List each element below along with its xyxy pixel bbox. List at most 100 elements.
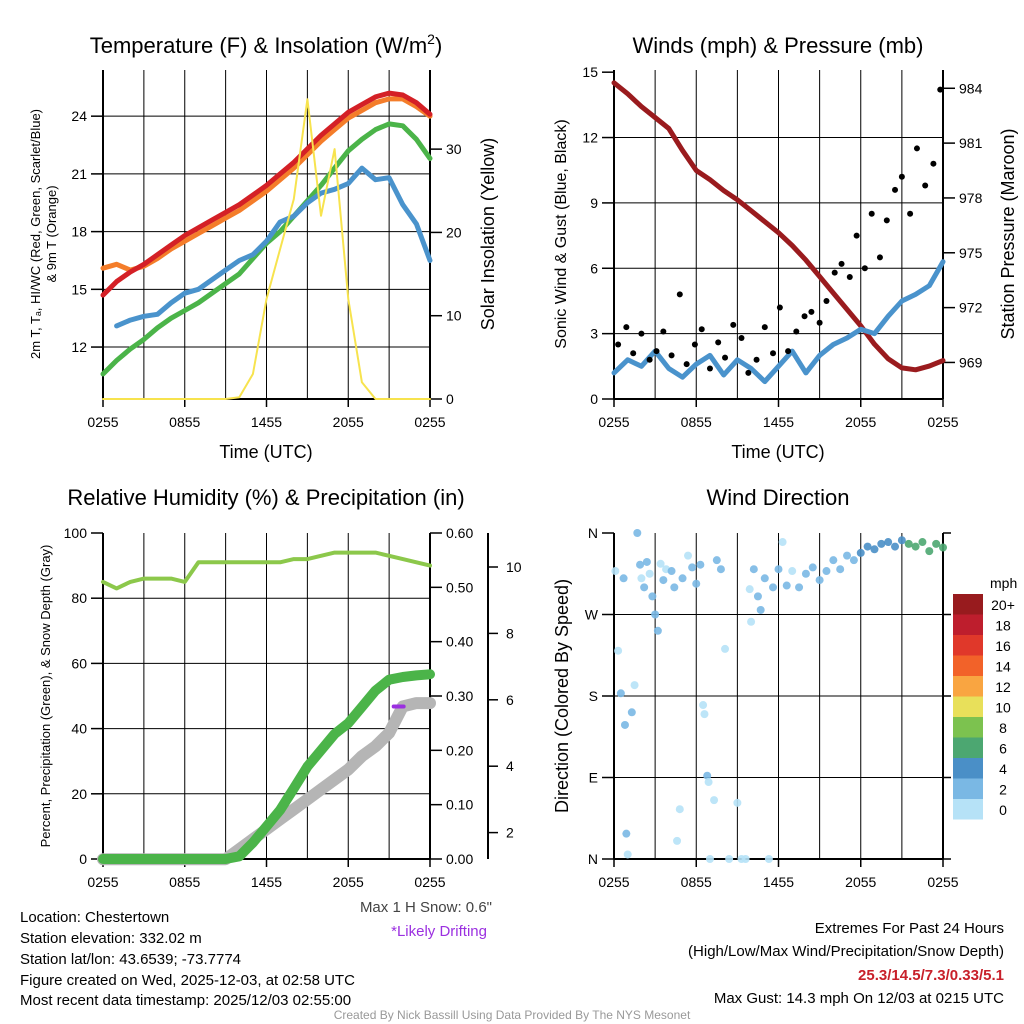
gust-point: [907, 210, 914, 217]
series-wind-line: [611, 259, 946, 385]
legend-swatch: [953, 655, 983, 676]
humidity-left-y-tick-label: 80: [71, 590, 87, 606]
gust-point: [668, 352, 675, 359]
winds-x-tick-label: 0255: [927, 414, 958, 430]
direction-point: [614, 646, 623, 655]
gust-point: [892, 186, 899, 193]
legend-swatch: [953, 737, 983, 758]
direction-point: [611, 567, 620, 576]
direction-point: [815, 576, 824, 585]
winds-x-tick-label: 0855: [681, 414, 712, 430]
gust-point: [846, 273, 853, 280]
insolation-right-y-tick-label: 0: [446, 391, 454, 407]
wind-left-y-tick-label: 6: [590, 260, 598, 276]
gust-point: [706, 365, 713, 372]
temperature-y-label: 2m T, Tₐ, HI/WC (Red, Green, Scarlet/Blu…: [28, 109, 43, 359]
direction-point: [904, 539, 913, 548]
gust-point: [808, 308, 815, 315]
series-9m-t-line: [100, 96, 433, 273]
gust-point: [876, 254, 883, 261]
winds-x-tick-label: 2055: [845, 414, 876, 430]
likely-drifting-label: *Likely Drifting: [391, 923, 487, 940]
direction-point: [836, 565, 845, 574]
wind-left-y-tick-label: 15: [582, 64, 598, 80]
direction-point: [808, 563, 817, 572]
gust-point: [937, 86, 944, 93]
temperature-left-y-tick-label: 24: [71, 108, 87, 124]
temperature-x-tick-label: 0855: [169, 414, 200, 430]
wind-direction-plot-area: 0255 0855 1455 2055 0255NESWNmph20+181614121…: [585, 525, 1017, 890]
direction-point: [856, 548, 865, 557]
series-rh-line: [101, 550, 432, 591]
direction-point: [891, 542, 900, 551]
gust-point: [823, 297, 830, 304]
gust-point: [722, 354, 729, 361]
direction-left-y-tick-label: N: [588, 525, 598, 541]
direction-point: [849, 556, 858, 565]
gust-point: [745, 369, 752, 376]
legend-swatch: [953, 594, 983, 615]
winds-plot-area: 0255 0855 1455 2055 025503691215969972975978…: [582, 64, 982, 430]
gust-point: [715, 339, 722, 346]
gust-point: [868, 210, 875, 217]
direction-point: [925, 547, 934, 556]
direction-point: [699, 701, 708, 710]
direction-left-y-tick-label: N: [588, 851, 598, 867]
legend-label: 20+: [991, 597, 1015, 613]
direction-left-y-tick-label: E: [589, 770, 598, 786]
precip-right-y-tick-label: 0.40: [446, 634, 473, 650]
gust-point: [883, 217, 890, 224]
legend-label: 12: [995, 679, 1011, 695]
wind-left-y-tick-label: 0: [590, 391, 598, 407]
legend-label: 10: [995, 700, 1011, 716]
direction-point: [653, 626, 662, 635]
legend-label: 6: [999, 741, 1007, 757]
humidity-panel-title: Relative Humidity (%) & Precipitation (i…: [67, 485, 464, 510]
temperature-left-y-tick-label: 21: [71, 166, 87, 182]
direction-point: [795, 583, 804, 592]
winds-x-tick-label: 1455: [763, 414, 794, 430]
gust-point: [922, 182, 929, 189]
elevation-text: Station elevation: 332.02 m: [20, 930, 202, 947]
latlon-text: Station lat/lon: 43.6539; -73.7774: [20, 951, 241, 968]
legend-swatch: [953, 635, 983, 656]
direction-left-y-tick-label: S: [589, 688, 598, 704]
snow-y-tick-label: 4: [506, 758, 514, 774]
winds-panel-title: Winds (mph) & Pressure (mb): [633, 33, 924, 58]
direction-point: [620, 720, 629, 729]
precip-right-y-tick-label: 0.60: [446, 525, 473, 541]
direction-point: [870, 545, 879, 554]
direction-point: [636, 560, 645, 569]
gust-point: [816, 319, 823, 326]
direction-point: [911, 542, 920, 551]
gust-point: [683, 361, 690, 368]
direction-point: [897, 536, 906, 545]
direction-point: [619, 574, 628, 583]
humidity-left-y-tick-label: 60: [71, 655, 87, 671]
legend-swatch: [953, 778, 983, 799]
legend-label: 0: [999, 802, 1007, 818]
gust-point: [730, 321, 737, 328]
direction-point: [725, 855, 734, 863]
direction-point: [640, 583, 649, 592]
direction-point: [753, 592, 762, 601]
direction-point: [829, 556, 838, 565]
wind-direction-x-tick-label: 0255: [927, 874, 958, 890]
direction-point: [932, 539, 941, 548]
insolation-right-y-tick-label: 10: [446, 308, 462, 324]
temperature-left-y-tick-label: 12: [71, 339, 87, 355]
direction-point: [670, 583, 679, 592]
precip-right-y-tick-label: 0.20: [446, 742, 473, 758]
wind-direction-x-tick-label: 2055: [845, 874, 876, 890]
direction-point: [622, 829, 631, 838]
snow-y-tick-label: 6: [506, 692, 514, 708]
pressure-right-y-tick-label: 975: [959, 245, 983, 261]
legend-swatch: [953, 676, 983, 697]
gust-point: [770, 350, 777, 357]
gust-point: [646, 356, 653, 363]
temperature-y-label-line2: & 9m T (Orange): [44, 185, 59, 282]
wind-direction-panel-title: Wind Direction: [706, 485, 849, 510]
direction-point: [877, 539, 886, 548]
direction-point: [703, 771, 712, 780]
gust-point: [793, 328, 800, 335]
